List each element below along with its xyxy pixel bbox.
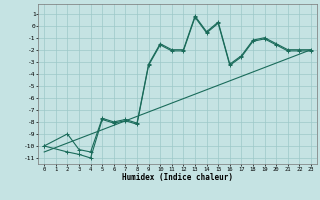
X-axis label: Humidex (Indice chaleur): Humidex (Indice chaleur)	[122, 173, 233, 182]
